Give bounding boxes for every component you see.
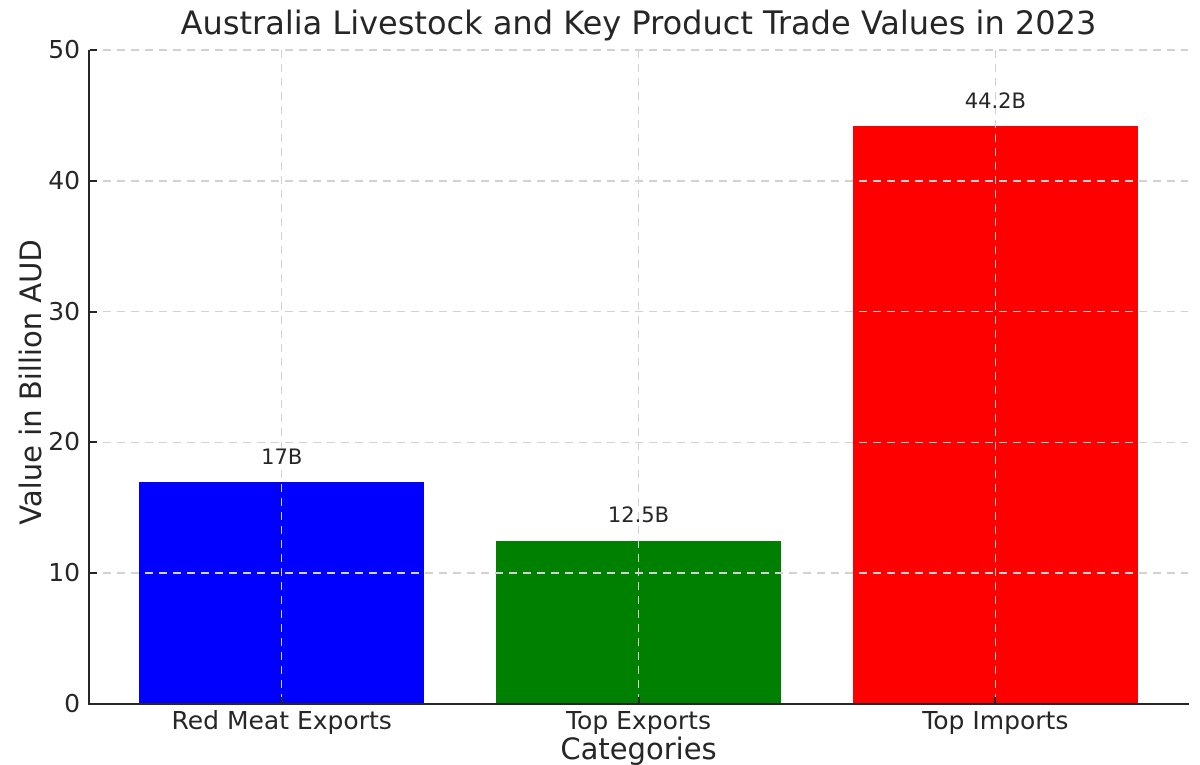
grid-line-v (280, 50, 283, 704)
y-tick-label: 0 (64, 689, 80, 718)
x-tick (637, 697, 640, 704)
y-tick (90, 49, 97, 51)
bar-value-label: 12.5B (607, 503, 670, 528)
y-axis-spine (88, 50, 90, 705)
y-tick (90, 179, 97, 182)
x-tick (994, 697, 997, 704)
x-tick-label: Top Imports (922, 706, 1069, 735)
y-tick (90, 310, 97, 313)
y-tick-label: 40 (48, 165, 80, 195)
bar-value-label: 44.2B (964, 88, 1026, 113)
y-tick-label: 30 (48, 296, 80, 326)
x-axis-spine (88, 703, 1189, 705)
y-tick-label: 10 (48, 558, 80, 588)
x-tick-label: Red Meat Exports (171, 706, 392, 735)
y-tick (90, 441, 97, 444)
y-tick-label: 50 (48, 35, 80, 64)
y-tick (90, 572, 97, 575)
y-tick (90, 703, 97, 705)
x-axis-label: Categories (560, 732, 717, 765)
grid-line-v (994, 50, 997, 704)
grid-line-v (637, 50, 640, 704)
x-tick (280, 697, 283, 704)
bar-value-label: 17B (261, 444, 303, 469)
chart-title: Australia Livestock and Key Product Trad… (180, 4, 1097, 42)
y-tick-label: 20 (48, 427, 80, 457)
x-tick-label: Top Exports (566, 706, 711, 735)
